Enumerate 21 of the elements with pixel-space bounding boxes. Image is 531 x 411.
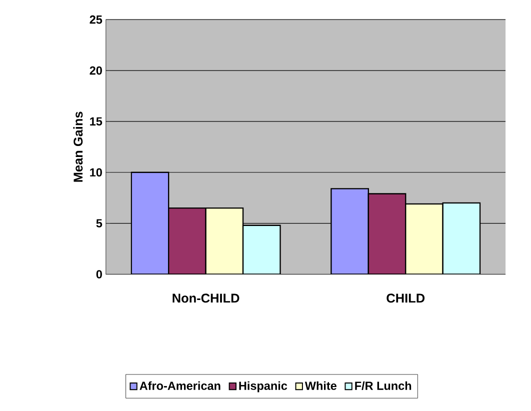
y-tick-label: 25 [90, 15, 102, 24]
bar [368, 192, 406, 274]
bar [205, 207, 244, 274]
x-tick-label: Non-CHILD [172, 293, 240, 302]
bar [168, 207, 206, 274]
y-tick-label: 20 [90, 66, 102, 74]
legend-label: Hispanic [239, 381, 288, 392]
y-tick-label: 15 [90, 117, 102, 126]
bar [242, 224, 281, 274]
legend-label: Afro-American [140, 381, 220, 390]
bar [330, 188, 369, 274]
bar [405, 203, 444, 274]
y-tick-label: 0 [96, 270, 102, 278]
bar [442, 202, 481, 274]
y-tick-label: 10 [90, 168, 102, 176]
bar [130, 172, 170, 274]
x-tick-label: CHILD [386, 293, 425, 302]
y-axis-title: Mean Gains [73, 112, 83, 182]
legend-label: White [304, 381, 336, 390]
y-tick-label: 5 [96, 219, 102, 228]
legend-label: F/R Lunch [355, 381, 412, 390]
